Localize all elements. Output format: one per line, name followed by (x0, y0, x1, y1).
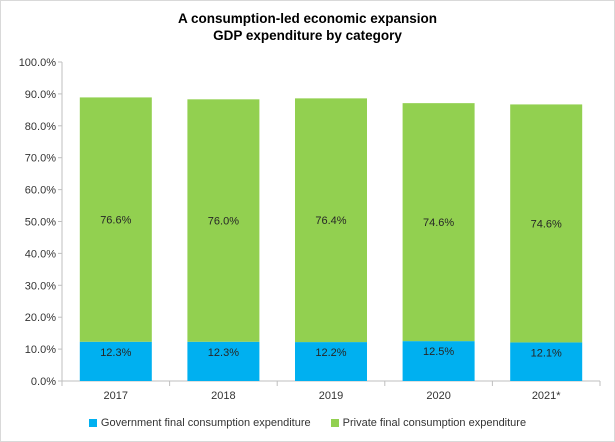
bar-government-1 (187, 341, 260, 381)
x-tick-label: 2017 (104, 390, 128, 402)
bar-government-0 (79, 341, 152, 381)
chart-legend: Government final consumption expenditure… (0, 417, 615, 429)
chart-title: A consumption-led economic expansion (177, 11, 438, 26)
bar-private-4 (510, 104, 583, 343)
y-tick-label: 0.0% (31, 376, 56, 388)
chart-subtitle: GDP expenditure by category (213, 28, 402, 43)
data-label-private-3: 74.6% (423, 217, 454, 229)
data-label-private-2: 76.4% (315, 215, 346, 227)
y-tick-label: 50.0% (25, 217, 56, 229)
y-tick-label: 10.0% (25, 344, 56, 356)
y-tick-label: 70.0% (25, 153, 56, 165)
legend-label-government: Government final consumption expenditure (100, 417, 311, 429)
y-tick-label: 100.0% (19, 57, 57, 69)
bar-private-1 (187, 99, 260, 342)
legend-item-private: Private final consumption expenditure (330, 417, 527, 429)
legend-swatch-government (88, 419, 97, 427)
data-label-government-2: 12.2% (315, 347, 346, 359)
legend-swatch-private (330, 419, 339, 427)
bar-government-3 (402, 341, 475, 381)
y-tick-label: 30.0% (25, 280, 56, 292)
bar-government-4 (510, 342, 583, 381)
bar-private-3 (402, 103, 475, 342)
bar-government-2 (295, 342, 367, 381)
legend-label-private: Private final consumption expenditure (342, 417, 527, 429)
data-label-government-0: 12.3% (100, 347, 131, 359)
data-label-private-4: 74.6% (531, 218, 562, 230)
x-tick-label: 2020 (426, 390, 450, 402)
data-label-government-3: 12.5% (423, 346, 454, 358)
y-tick-label: 90.0% (25, 89, 56, 101)
data-label-private-0: 76.6% (100, 215, 131, 227)
bar-private-0 (79, 97, 152, 342)
bar-private-2 (295, 98, 367, 343)
y-tick-label: 60.0% (25, 185, 56, 197)
y-tick-label: 20.0% (25, 312, 56, 324)
x-tick-label: 2018 (211, 390, 235, 402)
x-tick-label: 2021* (532, 390, 561, 402)
data-label-government-1: 12.3% (208, 347, 239, 359)
y-tick-label: 40.0% (25, 248, 56, 260)
legend-item-government: Government final consumption expenditure (88, 417, 311, 429)
y-tick-label: 80.0% (25, 121, 56, 133)
chart-title-block: A consumption-led economic expansion GDP… (0, 10, 615, 44)
data-label-private-1: 76.0% (208, 216, 239, 228)
x-tick-label: 2019 (319, 390, 343, 402)
data-label-government-4: 12.1% (531, 347, 562, 359)
